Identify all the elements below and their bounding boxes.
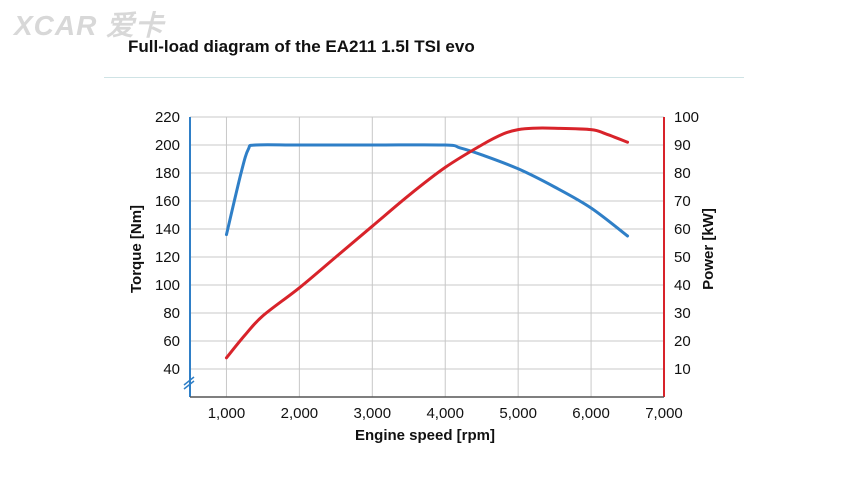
y-right-tick-label: 80	[674, 165, 691, 182]
y-left-tick-label: 140	[155, 221, 180, 238]
y-right-tick-label: 90	[674, 137, 691, 154]
y-left-tick-label: 40	[163, 361, 180, 378]
power-curve	[224, 126, 630, 360]
x-axis-label: Engine speed [rpm]	[355, 427, 495, 444]
chart-title: Full-load diagram of the EA211 1.5l TSI …	[128, 37, 475, 56]
y-right-tick-label: 10	[674, 361, 691, 378]
chart-series	[224, 126, 630, 360]
y-left-tick-label: 180	[155, 165, 180, 182]
y-right-tick-label: 50	[674, 249, 691, 266]
y-right-tick-label: 70	[674, 193, 691, 210]
y-right-tick-label: 100	[674, 109, 699, 126]
watermark-logo: XCAR 爱卡	[14, 10, 165, 41]
x-tick-label: 7,000	[645, 405, 683, 422]
x-tick-label: 6,000	[572, 405, 610, 422]
y-left-tick-label: 220	[155, 109, 180, 126]
y-left-tick-label: 160	[155, 193, 180, 210]
x-tick-label: 2,000	[281, 405, 319, 422]
torque-curve	[224, 143, 630, 238]
y-right-tick-label: 20	[674, 333, 691, 350]
x-tick-label: 1,000	[208, 405, 246, 422]
y-right-tick-label: 60	[674, 221, 691, 238]
chart-grid	[190, 116, 665, 397]
y-left-tick-label: 100	[155, 277, 180, 294]
y-right-tick-label: 30	[674, 305, 691, 322]
y-left-tick-label: 200	[155, 137, 180, 154]
y-right-tick-label: 40	[674, 277, 691, 294]
x-tick-label: 3,000	[354, 405, 392, 422]
chart-axes	[183, 117, 665, 398]
y-left-tick-label: 80	[163, 305, 180, 322]
tick-labels: 40 60 80 100 120 140 160 180 200 220 10 20 30 40 50 60 7…	[155, 109, 699, 422]
y-axis-right-label: Power [kW]	[700, 208, 717, 290]
axis-break-mark	[183, 376, 195, 386]
axis-break-mark	[183, 380, 195, 390]
y-axis-left-label: Torque [Nm]	[128, 205, 145, 293]
x-tick-label: 4,000	[426, 405, 464, 422]
x-tick-label: 5,000	[499, 405, 537, 422]
y-left-tick-label: 120	[155, 249, 180, 266]
title-divider	[104, 77, 744, 78]
y-left-tick-label: 60	[163, 333, 180, 350]
